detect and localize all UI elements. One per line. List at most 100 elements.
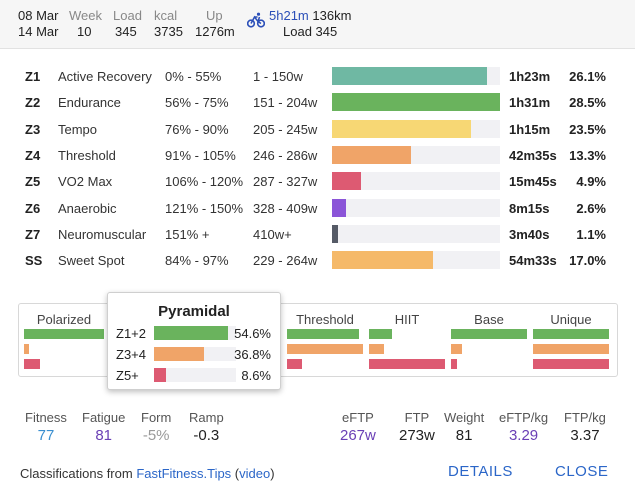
zone-row: Z4 Threshold 91% - 105% 246 - 286w 42m35s 13.… <box>0 142 635 168</box>
metric-fatigue: Fatigue 81 <box>82 410 125 444</box>
zone-name: Anaerobic <box>58 200 117 216</box>
up-label: Up <box>206 8 223 23</box>
distribution-bar <box>24 359 40 369</box>
pyramidal-tooltip: Pyramidal Z1+2 54.6% Z3+4 36.8% Z5+ 8.6% <box>107 292 281 390</box>
metric-ftp-per-kg: FTP/kg 3.37 <box>564 410 606 444</box>
ride-distance: 136km <box>312 8 352 23</box>
tooltip-row-value: 36.8% <box>234 347 271 362</box>
zone-row: Z7 Neuromuscular 151% + 410w+ 3m40s 1.1% <box>0 221 635 247</box>
zone-row: Z1 Active Recovery 0% - 55% 1 - 150w 1h23m 26… <box>0 63 635 89</box>
metric-eftp-per-kg: eFTP/kg 3.29 <box>499 410 548 444</box>
close-button[interactable]: CLOSE <box>555 463 609 480</box>
metric-value: 3.29 <box>508 427 539 444</box>
zone-name: Neuromuscular <box>58 226 147 242</box>
zone-share: 26.1% <box>569 69 606 84</box>
zone-bar <box>332 251 433 270</box>
metric-value: 81 <box>455 427 473 444</box>
metric-weight: Weight 81 <box>444 410 484 444</box>
distribution-title: Unique <box>550 312 592 327</box>
zone-id: Z2 <box>25 95 41 111</box>
distribution-bar <box>24 329 104 339</box>
tooltip-row-label: Z1+2 <box>116 326 146 341</box>
metric-ramp: Ramp -0.3 <box>189 410 224 444</box>
ride-time: 5h21m <box>269 8 309 23</box>
distribution-base[interactable]: Base <box>451 304 527 376</box>
zone-bar-track <box>332 93 500 112</box>
zone-watt-range: 246 - 286w <box>253 147 318 163</box>
date-to: 14 Mar <box>18 24 59 39</box>
zone-row: Z2 Endurance 56% - 75% 151 - 204w 1h31m 28.5% <box>0 89 635 115</box>
metric-value: 77 <box>37 427 55 444</box>
zone-percent-range: 151% + <box>165 226 210 242</box>
load-stat: Load 345 <box>113 8 142 40</box>
zone-bar <box>332 93 500 112</box>
video-link[interactable]: video <box>239 466 271 481</box>
zone-share: 17.0% <box>569 253 606 269</box>
zone-watt-range: 410w+ <box>253 226 292 242</box>
distribution-threshold[interactable]: Threshold <box>287 304 363 376</box>
zone-bar <box>332 172 361 191</box>
ride-load: Load 345 <box>283 24 338 39</box>
zone-name: Active Recovery <box>58 69 152 84</box>
zone-row: SS Sweet Spot 84% - 97% 229 - 264w 54m33s 17.… <box>0 247 635 273</box>
week-label: Week <box>69 8 102 23</box>
zone-name: Tempo <box>58 121 98 137</box>
zone-time: 15m45s <box>509 174 557 190</box>
metric-eftp: eFTP 267w <box>340 410 376 444</box>
zone-share: 1.1% <box>576 226 606 242</box>
zone-watt-range: 205 - 245w <box>253 121 318 137</box>
zone-share: 4.9% <box>576 174 606 190</box>
zone-time: 1h31m <box>509 95 551 111</box>
metric-value: -5% <box>142 427 170 444</box>
zone-bar-track <box>332 172 500 191</box>
tooltip-bar <box>154 347 204 361</box>
metric-label: eFTP/kg <box>499 410 549 425</box>
distribution-polarized[interactable]: Polarized <box>24 304 104 376</box>
distribution-bar <box>369 359 445 369</box>
distribution-title: Polarized <box>36 312 92 327</box>
zone-time: 54m33s <box>509 253 557 269</box>
zone-time: 8m15s <box>509 200 550 216</box>
distribution-bar <box>369 344 385 354</box>
zone-bar-track <box>332 119 500 138</box>
up-value: 1276m <box>195 24 235 39</box>
date-range: 08 Mar 14 Mar <box>18 8 58 40</box>
zone-bar-track <box>332 198 500 217</box>
zone-percent-range: 91% - 105% <box>165 147 236 163</box>
zone-name: VO2 Max <box>58 174 113 190</box>
zone-bar-track <box>332 67 500 85</box>
distribution-hiit[interactable]: HIIT <box>369 304 445 376</box>
tooltip-bar-track <box>154 368 236 382</box>
tooltip-row-value: 8.6% <box>241 368 271 383</box>
metric-label: Fitness <box>25 410 67 425</box>
kcal-value: 3735 <box>154 24 183 39</box>
distribution-unique[interactable]: Unique <box>533 304 609 376</box>
metric-value: 3.37 <box>570 427 600 444</box>
classification-credit: Classifications from FastFitness.Tips (v… <box>20 466 275 481</box>
kcal-stat: kcal 3735 <box>154 8 183 40</box>
distribution-title: Base <box>474 312 504 327</box>
fastfitness-link[interactable]: FastFitness.Tips <box>136 466 232 481</box>
distribution-bar <box>369 329 392 339</box>
distribution-bar <box>287 359 303 369</box>
distribution-title: Threshold <box>296 312 354 327</box>
metric-label: FTP/kg <box>564 410 606 425</box>
zone-bar <box>332 224 338 243</box>
details-button[interactable]: DETAILS <box>448 463 513 480</box>
zone-bar-track <box>332 251 500 270</box>
metric-fitness: Fitness 77 <box>25 410 67 444</box>
zone-percent-range: 56% - 75% <box>165 95 229 111</box>
distribution-bar <box>287 344 363 354</box>
metric-label: Fatigue <box>82 410 126 425</box>
tooltip-bar-track <box>154 326 236 340</box>
kcal-label: kcal <box>154 8 178 23</box>
tooltip-bar-track <box>154 347 236 361</box>
metric-value: 81 <box>95 427 113 444</box>
week-summary-header: 08 Mar 14 Mar Week 10 Load 345 kcal 3735… <box>0 0 635 49</box>
zone-name: Sweet Spot <box>58 253 125 269</box>
zone-watt-range: 328 - 409w <box>253 200 318 216</box>
distribution-bar <box>451 344 463 354</box>
tooltip-row-value: 54.6% <box>234 326 271 341</box>
distribution-panel: Polarized Threshold HIIT Base Unique <box>18 303 618 377</box>
zone-time: 1h23m <box>509 69 551 84</box>
